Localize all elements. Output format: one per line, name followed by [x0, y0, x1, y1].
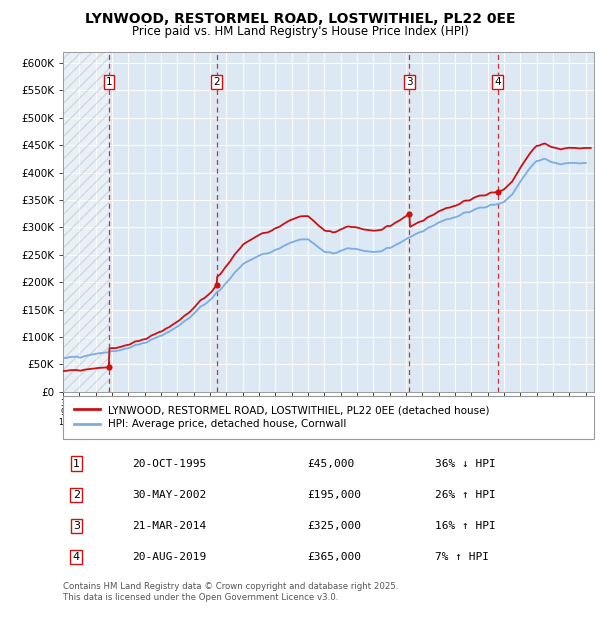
- Text: 3: 3: [406, 78, 413, 87]
- Text: Contains HM Land Registry data © Crown copyright and database right 2025.
This d: Contains HM Land Registry data © Crown c…: [63, 582, 398, 603]
- Text: Price paid vs. HM Land Registry's House Price Index (HPI): Price paid vs. HM Land Registry's House …: [131, 25, 469, 38]
- Text: 30-MAY-2002: 30-MAY-2002: [132, 490, 206, 500]
- Text: 36% ↓ HPI: 36% ↓ HPI: [434, 459, 496, 469]
- Text: £195,000: £195,000: [307, 490, 361, 500]
- Text: £365,000: £365,000: [307, 552, 361, 562]
- Text: 20-AUG-2019: 20-AUG-2019: [132, 552, 206, 562]
- Text: 20-OCT-1995: 20-OCT-1995: [132, 459, 206, 469]
- Text: 21-MAR-2014: 21-MAR-2014: [132, 521, 206, 531]
- Text: 26% ↑ HPI: 26% ↑ HPI: [434, 490, 496, 500]
- Text: LYNWOOD, RESTORMEL ROAD, LOSTWITHIEL, PL22 0EE: LYNWOOD, RESTORMEL ROAD, LOSTWITHIEL, PL…: [85, 12, 515, 27]
- Text: £325,000: £325,000: [307, 521, 361, 531]
- Point: [404, 209, 414, 219]
- Text: 16% ↑ HPI: 16% ↑ HPI: [434, 521, 496, 531]
- Text: 1: 1: [73, 459, 80, 469]
- Text: 2: 2: [73, 490, 80, 500]
- Text: £45,000: £45,000: [307, 459, 355, 469]
- Text: 7% ↑ HPI: 7% ↑ HPI: [434, 552, 488, 562]
- Text: 1: 1: [106, 78, 112, 87]
- Legend: LYNWOOD, RESTORMEL ROAD, LOSTWITHIEL, PL22 0EE (detached house), HPI: Average pr: LYNWOOD, RESTORMEL ROAD, LOSTWITHIEL, PL…: [74, 405, 490, 429]
- Text: 4: 4: [73, 552, 80, 562]
- Point: [104, 362, 113, 372]
- FancyBboxPatch shape: [63, 396, 594, 439]
- Text: 4: 4: [494, 78, 501, 87]
- Point: [493, 187, 502, 197]
- Text: 2: 2: [213, 78, 220, 87]
- Text: 3: 3: [73, 521, 80, 531]
- Point: [212, 280, 221, 290]
